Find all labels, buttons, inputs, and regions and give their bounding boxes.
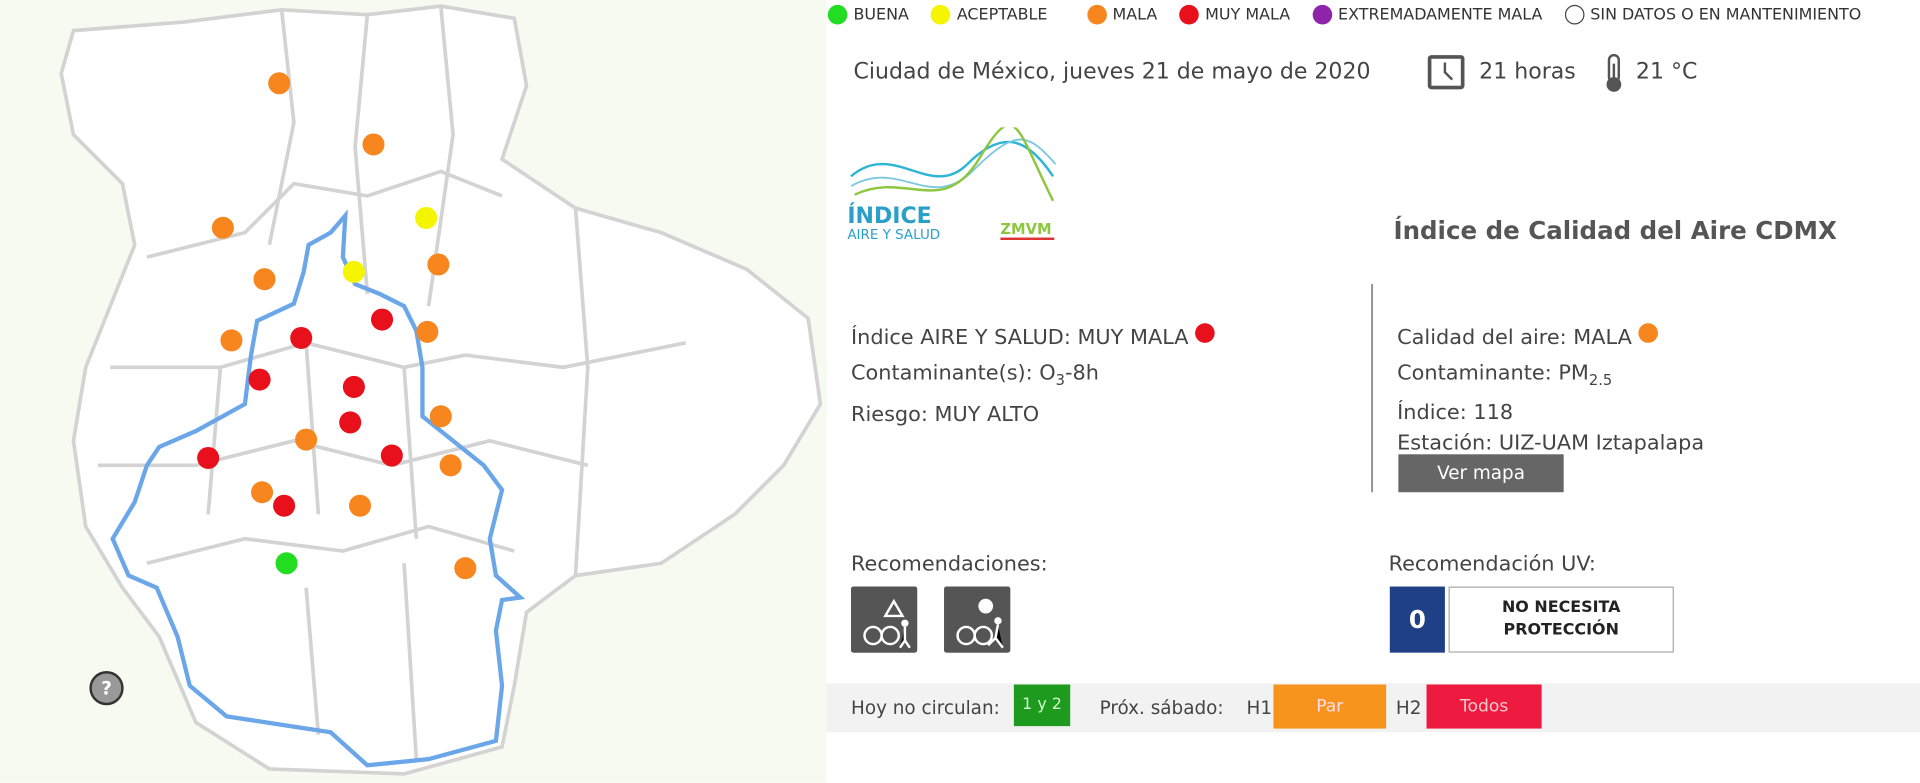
logo-name: ÍNDICE — [847, 203, 931, 229]
map: ? — [0, 0, 827, 783]
pollutant-line: Contaminante: PM2.5 — [1397, 356, 1704, 398]
divider — [1371, 284, 1373, 493]
legend-swatch — [931, 4, 951, 25]
station[interactable] — [342, 260, 365, 283]
legend-label: ACEPTABLE — [956, 5, 1048, 24]
station[interactable] — [454, 557, 477, 580]
uv-level: 0 — [1389, 586, 1445, 653]
station[interactable] — [429, 405, 452, 428]
station[interactable] — [415, 206, 438, 229]
thermometer-icon — [1606, 53, 1622, 92]
station[interactable] — [439, 454, 462, 477]
legend-swatch — [1312, 4, 1332, 25]
legend-item: SIN DATOS O EN MANTENIMIENTO — [1564, 4, 1862, 25]
today-plates: 1 y 2 — [1013, 684, 1071, 727]
station[interactable] — [371, 308, 394, 331]
legend-swatch — [1179, 4, 1200, 25]
legend-item: BUENA — [827, 4, 909, 25]
recommendation-icon — [851, 586, 918, 653]
station[interactable] — [248, 368, 271, 391]
station[interactable] — [220, 329, 243, 352]
logo-subtitle: AIRE Y SALUD — [847, 228, 940, 243]
legend-swatch — [1564, 4, 1585, 25]
stations — [197, 72, 477, 580]
station[interactable] — [290, 326, 313, 349]
station-name: Estación: UIZ-UAM Iztapalapa — [1397, 431, 1705, 456]
index-value: Índice AIRE Y SALUD: MUY MALA — [851, 325, 1189, 351]
station[interactable] — [197, 446, 220, 469]
legend-swatch — [827, 4, 848, 25]
legend-label: BUENA — [853, 5, 909, 24]
index-info: Índice AIRE Y SALUD: MUY MALA Contaminan… — [851, 321, 1221, 434]
air-quality-info: Calidad del aire: MALA Contaminante: PM2… — [1397, 321, 1704, 460]
legend-label: EXTREMADAMENTE MALA — [1338, 5, 1543, 24]
contaminant-line: Contaminante(s): O3-8h — [851, 356, 1221, 398]
pollutant-sub: 2.5 — [1588, 371, 1613, 389]
clock-icon — [1427, 55, 1465, 90]
logo: ÍNDICE AIRE Y SALUD ZMVM — [847, 127, 1057, 243]
map-outline — [59, 4, 823, 776]
risk: Riesgo: MUY ALTO — [851, 403, 1040, 428]
station[interactable] — [253, 268, 276, 291]
legend-swatch — [1086, 4, 1107, 25]
legend-item: ACEPTABLE — [931, 4, 1048, 25]
legend-item: EXTREMADAMENTE MALA — [1312, 4, 1543, 25]
map-regions — [59, 4, 823, 776]
quality-index: Índice: 118 — [1397, 400, 1514, 426]
quality-line: Calidad del aire: MALA — [1397, 321, 1704, 357]
h1-label: H1 — [1246, 696, 1273, 719]
station[interactable] — [275, 552, 298, 575]
cdmx-boundary — [110, 209, 526, 768]
station[interactable] — [362, 133, 385, 156]
map-borders — [97, 5, 687, 760]
legend-item: MUY MALA — [1179, 4, 1291, 25]
recommendations-label: Recomendaciones: — [851, 552, 1048, 577]
pollutant-label: Contaminante: PM — [1397, 361, 1589, 386]
legend-label: MALA — [1112, 5, 1158, 24]
station[interactable] — [380, 444, 403, 467]
index-swatch — [1195, 323, 1215, 343]
legend-item: MALA — [1086, 4, 1158, 25]
station[interactable] — [339, 411, 362, 434]
station[interactable] — [416, 320, 439, 343]
saturday-label: Próx. sábado: — [1099, 696, 1224, 719]
index-line: Índice AIRE Y SALUD: MUY MALA — [851, 321, 1221, 357]
station[interactable] — [295, 428, 318, 451]
map-button[interactable]: Ver mapa — [1398, 454, 1564, 493]
temperature: 21 °C — [1635, 58, 1698, 85]
uv-recommendation: NO NECESITA PROTECCIÓN — [1448, 586, 1674, 653]
location-date: Ciudad de México, jueves 21 de mayo de 2… — [853, 58, 1371, 85]
h2-label: H2 — [1395, 696, 1422, 719]
time: 21 horas — [1479, 58, 1576, 85]
logo-region: ZMVM — [1000, 221, 1051, 238]
circulation-label: Hoy no circulan: — [851, 696, 1000, 719]
help-icon[interactable]: ? — [101, 678, 112, 699]
quality-value: Calidad del aire: MALA — [1397, 325, 1632, 351]
station[interactable] — [273, 494, 296, 517]
legend: BUENA ACEPTABLE MALA MUY MALA EXTREMADAM… — [827, 4, 1862, 29]
legend-label: SIN DATOS O EN MANTENIMIENTO — [1590, 5, 1862, 24]
recommendation-icon — [944, 586, 1011, 653]
uv-label: Recomendación UV: — [1388, 552, 1596, 577]
station[interactable] — [427, 253, 450, 276]
contaminant-suffix: -8h — [1065, 361, 1099, 386]
station[interactable] — [211, 216, 234, 239]
contaminant-label: Contaminante(s): O — [851, 361, 1056, 386]
contaminant-sub: 3 — [1055, 371, 1066, 389]
station[interactable] — [348, 494, 372, 517]
station[interactable] — [268, 72, 291, 95]
quality-swatch — [1638, 323, 1659, 343]
h1-plates: Par — [1273, 684, 1387, 729]
page-title: Índice de Calidad del Aire CDMX — [1393, 215, 1837, 245]
h2-plates: Todos — [1426, 684, 1542, 729]
station[interactable] — [342, 375, 365, 398]
help-button[interactable] — [89, 671, 124, 706]
legend-label: MUY MALA — [1205, 5, 1291, 24]
station[interactable] — [251, 481, 274, 504]
